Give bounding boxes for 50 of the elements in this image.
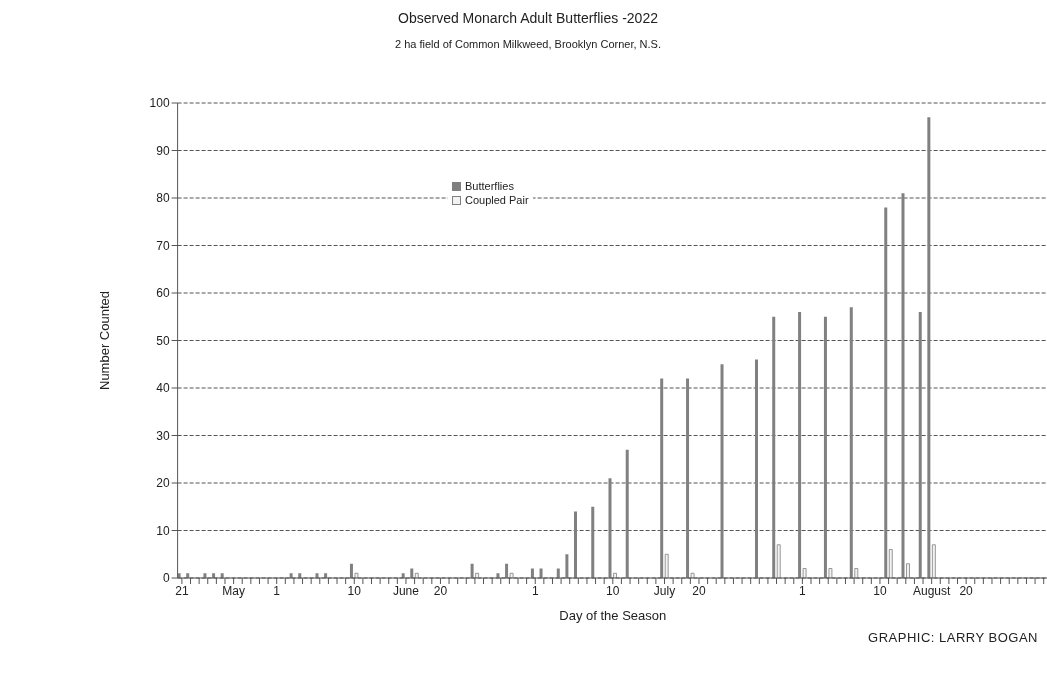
x-tick-label: 1: [531, 583, 539, 598]
x-tick-label: June: [392, 583, 420, 598]
y-tick-label: 60: [156, 286, 170, 301]
bar: [565, 554, 569, 578]
bar: [888, 549, 893, 578]
bar: [772, 316, 776, 578]
bar: [660, 378, 664, 578]
chart-subtitle: 2 ha field of Common Milkweed, Brooklyn Corner, N.S.: [394, 38, 662, 50]
x-tick-label: 10: [873, 583, 887, 598]
bar: [776, 544, 781, 578]
bar: [884, 207, 888, 578]
x-tick-label: 10: [606, 583, 620, 598]
x-tick-label: May: [222, 583, 245, 598]
bar: [591, 506, 595, 578]
y-tick-label: 70: [156, 238, 170, 253]
bar: [720, 364, 724, 578]
y-tick-label: 40: [156, 381, 170, 396]
y-tick-label: 10: [156, 523, 170, 538]
bar: [664, 553, 669, 578]
y-tick-label: 50: [156, 333, 170, 348]
y-tick-label: 100: [149, 96, 170, 111]
x-tick-label: July: [653, 583, 676, 598]
x-tick-label: August: [912, 583, 951, 598]
bar: [901, 193, 905, 578]
bar: [931, 544, 936, 578]
x-axis-title: Day of the Season: [559, 608, 667, 623]
chart-title: Observed Monarch Adult Butterflies -2022: [397, 10, 659, 26]
y-axis-title: Number Counted: [97, 291, 113, 390]
x-tick-label: 10: [347, 583, 362, 598]
y-tick-label: 20: [156, 476, 170, 491]
x-tick-label: 20: [692, 583, 706, 598]
bar: [918, 312, 922, 578]
bar: [608, 478, 612, 578]
bar: [906, 563, 910, 578]
bar: [754, 359, 758, 578]
x-tick-label: 20: [433, 583, 448, 598]
y-tick-label: 30: [156, 428, 170, 443]
x-tick-label: 1: [799, 583, 807, 598]
y-tick-label: 0: [162, 571, 170, 586]
bar: [625, 449, 629, 578]
bar: [574, 511, 578, 578]
x-tick-label: 1: [273, 583, 281, 598]
y-tick-label: 80: [156, 191, 170, 206]
bar: [927, 117, 931, 578]
text: GRAPHIC: LARRY BOGAN: [868, 630, 1038, 645]
x-tick-label: 21: [175, 583, 189, 598]
y-tick-label: 90: [156, 143, 170, 158]
x-tick-label: 20: [959, 583, 974, 598]
legend-label: Coupled Pair: [465, 194, 529, 206]
legend-label: Butterflies: [465, 180, 514, 192]
